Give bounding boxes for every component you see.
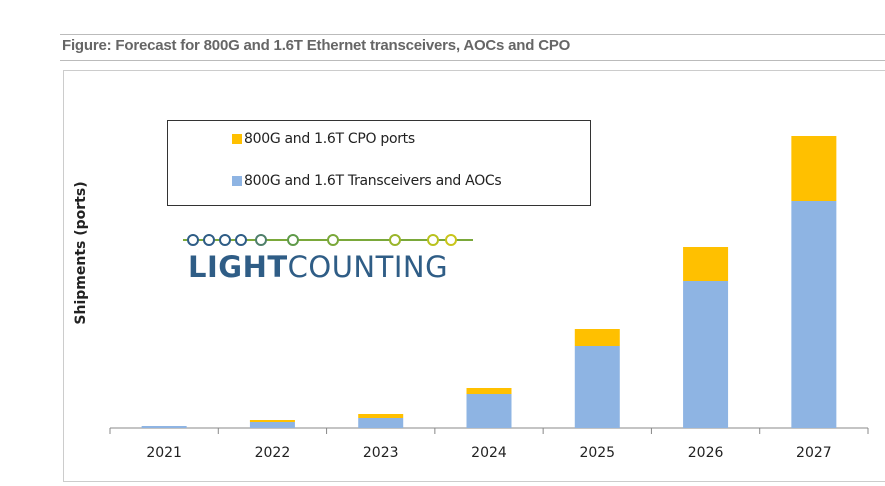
legend-label-cpo: 800G and 1.6T CPO ports [244,131,415,147]
legend-label-transceivers: 800G and 1.6T Transceivers and AOCs [244,173,502,189]
bar-cpo-2023 [358,414,404,418]
legend: 800G and 1.6T CPO ports 800G and 1.6T Tr… [167,120,591,206]
x-tick-label: 2021 [146,445,182,461]
legend-item-transceivers: 800G and 1.6T Transceivers and AOCs [232,173,502,189]
x-tick-label: 2022 [255,445,291,461]
x-tick-label: 2027 [796,445,832,461]
bar-cpo-2027 [791,136,837,201]
legend-item-cpo: 800G and 1.6T CPO ports [232,131,415,147]
bar-transceivers-2021 [141,426,187,428]
bar-cpo-2025 [574,329,620,346]
bar-cpo-2022 [249,420,295,422]
bar-transceivers-2027 [791,201,837,428]
legend-swatch-transceivers [232,176,242,186]
chart-frame [63,70,885,482]
bar-transceivers-2023 [358,418,404,428]
x-tick-label: 2023 [363,445,399,461]
bar-transceivers-2022 [249,422,295,428]
bar-transceivers-2024 [466,394,512,428]
logo-text: LIGHTCOUNTING [188,250,449,284]
bar-cpo-2026 [683,247,729,281]
legend-swatch-cpo [232,134,242,144]
top-rule [60,34,885,35]
x-tick-label: 2025 [579,445,615,461]
bar-transceivers-2025 [574,346,620,428]
x-tick-label: 2026 [688,445,724,461]
bar-transceivers-2026 [683,281,729,428]
x-tick-label: 2024 [471,445,507,461]
title-rule [60,60,885,61]
chart-title: Figure: Forecast for 800G and 1.6T Ether… [62,37,571,54]
bar-cpo-2024 [466,388,512,394]
logo-circles-icon [183,234,473,246]
